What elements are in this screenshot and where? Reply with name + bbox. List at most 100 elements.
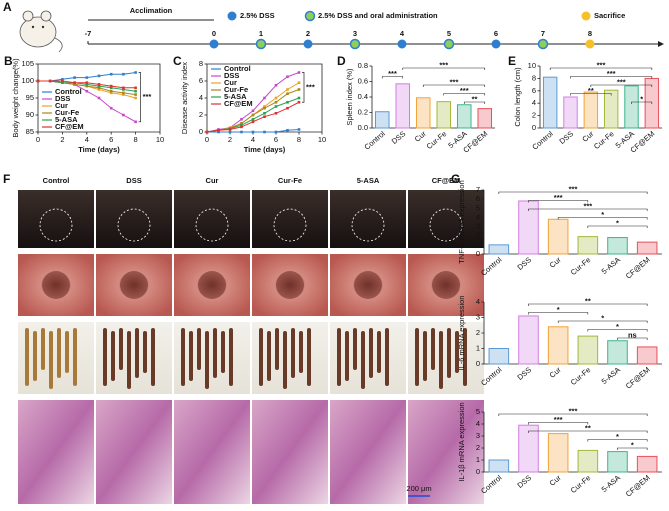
significance-label: *	[557, 305, 560, 314]
mouse-icon	[19, 10, 63, 53]
series-marker	[286, 106, 289, 110]
series-marker	[85, 89, 89, 93]
colon	[283, 331, 287, 389]
bar	[577, 236, 599, 255]
axis-frame	[483, 190, 662, 255]
bar	[547, 218, 569, 255]
phase-label: Acclimation	[130, 6, 173, 15]
y-tick-label: 3	[476, 312, 480, 321]
x-tick-label: Cur	[548, 473, 563, 488]
timeline-dot	[491, 39, 501, 49]
bar	[577, 449, 599, 473]
significance-bracket	[422, 84, 486, 87]
series-marker	[263, 105, 266, 108]
y-tick-label: 10	[528, 61, 536, 70]
timeline-dot	[303, 39, 313, 49]
significance-bracket	[557, 217, 648, 220]
photo	[174, 190, 250, 248]
x-tick-label: 5-ASA	[600, 255, 622, 276]
timeline-dot	[349, 38, 361, 50]
x-tick-label: 10	[156, 135, 164, 144]
lumen	[354, 271, 382, 299]
bar	[603, 89, 619, 129]
timeline-tick-label: -7	[85, 29, 92, 38]
y-tick-label: 5	[476, 407, 480, 416]
series-marker	[134, 89, 137, 93]
series-marker	[240, 122, 243, 125]
x-tick-label: 5-ASA	[600, 473, 622, 494]
series-marker	[251, 130, 255, 134]
y-tick-label: 4	[476, 212, 480, 221]
photo	[18, 190, 94, 248]
series-marker	[217, 130, 220, 134]
y-tick-label: 100	[21, 76, 34, 85]
significance-label: ***	[597, 60, 606, 69]
x-tick-label: Cur	[548, 255, 563, 270]
significance-label: **	[472, 94, 478, 103]
significance-label: ***	[306, 82, 315, 91]
photo	[96, 322, 172, 394]
colon	[143, 331, 147, 373]
series-marker	[61, 79, 64, 83]
significance-label: ***	[569, 184, 578, 193]
timeline-dot	[585, 39, 595, 49]
colon	[447, 328, 451, 378]
series-marker	[109, 84, 113, 88]
significance-bracket	[498, 191, 648, 194]
photo	[330, 400, 406, 504]
significance-label: ***	[439, 60, 448, 69]
x-tick-label: Control	[362, 129, 387, 152]
y-tick-label: 0	[532, 123, 536, 132]
significance-label: ns	[628, 330, 637, 339]
series-marker	[109, 106, 113, 110]
x-tick-label: 0	[36, 135, 40, 144]
bar	[542, 76, 558, 129]
photo	[408, 400, 484, 504]
bar	[636, 346, 658, 365]
x-tick-label: 2	[228, 135, 232, 144]
y-tick-label: 8	[199, 59, 203, 68]
significance-label: *	[616, 432, 619, 441]
roi-circle	[117, 208, 151, 242]
y-tick-label: 4	[476, 419, 480, 428]
y-tick-label: 2	[476, 328, 480, 337]
timeline-arrow	[658, 41, 664, 47]
significance-label: ***	[583, 201, 592, 210]
legend-label: CF@EM	[224, 99, 253, 108]
y-axis-label: TNF-α mRNA expression	[457, 180, 466, 264]
column-label: DSS	[126, 176, 141, 185]
timeline-tick-label: 8	[588, 29, 592, 38]
series-marker	[109, 89, 113, 93]
photo	[252, 322, 328, 394]
panel-label: G	[451, 172, 460, 186]
significance-label: ***	[569, 406, 578, 415]
series-marker	[61, 78, 64, 81]
x-tick-label: 6	[109, 135, 113, 144]
timeline-tick-label: 4	[400, 29, 405, 38]
series-marker	[251, 109, 255, 113]
y-tick-label: 2	[199, 110, 203, 119]
axis-frame-top	[38, 63, 161, 132]
y-tick-label: 0.6	[358, 76, 368, 85]
significance-bracket	[587, 225, 648, 228]
y-tick-label: 0.0	[358, 123, 368, 132]
timeline-dot	[443, 38, 455, 50]
bar	[518, 424, 539, 473]
bar	[547, 326, 569, 365]
legend-label: DSS	[55, 94, 70, 103]
timeline-dot	[255, 38, 267, 50]
colon	[119, 328, 123, 370]
colon	[431, 328, 435, 370]
y-tick-label: 95	[26, 93, 34, 102]
series-marker	[122, 91, 125, 95]
series-marker	[263, 106, 266, 110]
y-tick-label: 6	[476, 194, 480, 203]
significance-label: *	[616, 218, 619, 227]
colon	[57, 328, 61, 378]
series-marker	[286, 129, 289, 132]
significance-bracket	[587, 329, 648, 332]
colon	[455, 331, 459, 373]
colon	[267, 331, 271, 381]
timeline-tick-label: 0	[212, 29, 216, 38]
series-marker	[61, 81, 64, 84]
